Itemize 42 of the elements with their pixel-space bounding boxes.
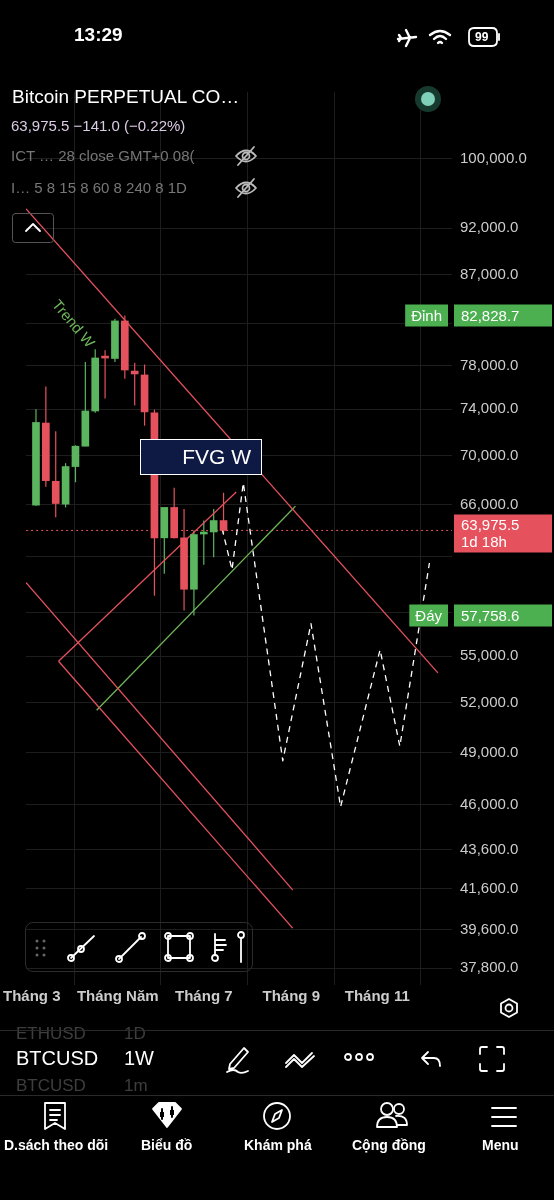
annotation: I… 5 8 15 8 60 8 240 8 1D xyxy=(11,179,187,196)
y-tick-label: 46,000.0 xyxy=(460,795,519,813)
x-tick-label: Tháng 11 xyxy=(344,987,410,1005)
x-tick-label: Tháng Năm xyxy=(76,987,159,1005)
annotation: ICT … 28 close GMT+0 08( xyxy=(11,147,195,164)
y-tick-label: 43,600.0 xyxy=(460,839,519,857)
annotation: Đỉnh xyxy=(411,306,443,324)
y-tick-label: 78,000.0 xyxy=(460,355,519,373)
y-tick-label: 52,000.0 xyxy=(460,693,519,711)
text: BTCUSD xyxy=(16,1076,86,1096)
ref-line-label: 63,975.5 xyxy=(461,515,520,533)
text: 63,975.5 −141.0 (−0.22%) xyxy=(11,117,186,134)
y-tick-label: 49,000.0 xyxy=(460,742,519,760)
y-tick-label: 70,000.0 xyxy=(460,445,519,463)
text: 1m xyxy=(124,1076,148,1096)
annotation: Đáy xyxy=(415,606,443,624)
text: 99 xyxy=(475,30,489,44)
y-tick-label: 41,600.0 xyxy=(460,878,519,896)
text: 1W xyxy=(124,1047,154,1070)
text: Cộng đồng xyxy=(352,1137,426,1153)
text: 57,758.6 xyxy=(461,606,520,624)
text: 13:29 xyxy=(74,24,123,46)
x-tick-label: Tháng 9 xyxy=(262,987,320,1005)
y-tick-label: 66,000.0 xyxy=(460,494,519,512)
text: D.sách theo dõi xyxy=(4,1137,109,1153)
y-tick-label: 92,000.0 xyxy=(460,218,519,236)
y-tick-label: 39,600.0 xyxy=(460,919,519,937)
text: 82,828.7 xyxy=(461,306,520,324)
text: Biểu đồ xyxy=(141,1137,193,1153)
x-tick-label: Tháng 7 xyxy=(175,987,233,1005)
y-tick-label: 37,800.0 xyxy=(460,958,519,976)
text: Menu xyxy=(482,1137,519,1153)
text: Khám phá xyxy=(244,1137,312,1153)
annotation: FVG W xyxy=(140,439,262,475)
y-tick-label: 55,000.0 xyxy=(460,646,519,664)
y-tick-label: 100,000.0 xyxy=(460,148,527,166)
y-tick-label: 74,000.0 xyxy=(460,399,519,417)
chart-title: Bitcoin PERPETUAL CO… xyxy=(12,86,240,108)
text: BTCUSD xyxy=(16,1047,99,1070)
text: 1d 18h xyxy=(461,532,507,550)
x-tick-label: Tháng 3 xyxy=(2,987,61,1005)
y-tick-label: 87,000.0 xyxy=(460,264,519,282)
